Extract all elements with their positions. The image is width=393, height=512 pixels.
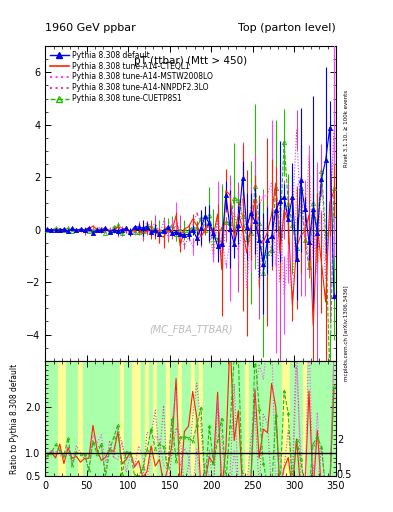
- Text: (MC_FBA_TTBAR): (MC_FBA_TTBAR): [149, 324, 232, 335]
- Y-axis label: Ratio to Pythia 8.308 default: Ratio to Pythia 8.308 default: [10, 364, 19, 474]
- Text: 1: 1: [337, 463, 343, 474]
- Legend: Pythia 8.308 default, Pythia 8.308 tune-A14-CTEQL1, Pythia 8.308 tune-A14-MSTW20: Pythia 8.308 default, Pythia 8.308 tune-…: [48, 49, 214, 105]
- Text: 2: 2: [337, 435, 343, 445]
- Text: Rivet 3.1.10, ≥ 100k events: Rivet 3.1.10, ≥ 100k events: [344, 90, 349, 166]
- Text: pT (ttbar) (Mtt > 450): pT (ttbar) (Mtt > 450): [134, 55, 247, 66]
- Text: Top (parton level): Top (parton level): [238, 23, 336, 33]
- Text: mcplots.cern.ch [arXiv:1306.3436]: mcplots.cern.ch [arXiv:1306.3436]: [344, 285, 349, 380]
- Text: 0.5: 0.5: [337, 470, 352, 480]
- Text: 1960 GeV ppbar: 1960 GeV ppbar: [45, 23, 136, 33]
